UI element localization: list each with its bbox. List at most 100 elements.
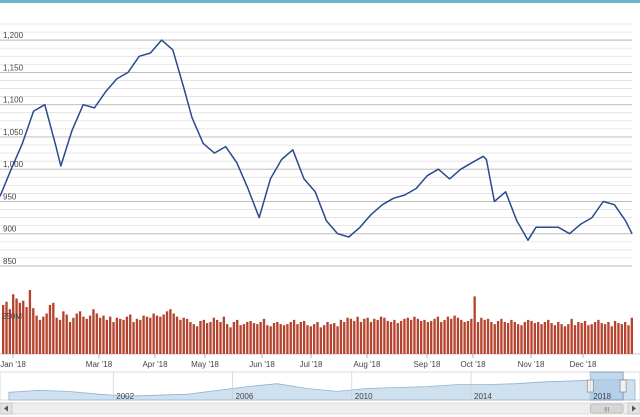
volume-bar: [222, 316, 226, 354]
volume-bar: [5, 301, 8, 354]
volume-series: [0, 290, 640, 355]
volume-bar: [45, 313, 48, 354]
volume-bar: [610, 326, 613, 354]
volume-bar: [189, 322, 192, 354]
scrollbar-grip: III: [604, 408, 609, 414]
scrollbar-track[interactable]: [0, 402, 640, 415]
volume-bar: [25, 307, 28, 354]
volume-bar: [506, 323, 510, 354]
volume-bar: [15, 298, 18, 354]
arrow-left-icon: [4, 405, 8, 412]
volume-bar: [359, 322, 363, 354]
volume-bar: [543, 322, 547, 354]
volume-bar: [212, 317, 216, 354]
volume-bar: [353, 320, 356, 354]
navigator-year-label: 2010: [355, 392, 373, 401]
volume-bar: [279, 324, 282, 354]
volume-bar: [266, 325, 269, 354]
price-point: [486, 159, 487, 160]
volume-bar: [373, 318, 376, 354]
volume-bar: [28, 290, 32, 354]
volume-bar: [58, 319, 62, 354]
volume-bar: [12, 294, 15, 354]
volume-bar: [590, 324, 593, 354]
price-point: [191, 117, 193, 118]
price-point: [60, 165, 62, 167]
volume-bar: [252, 323, 256, 354]
volume-bar: [152, 313, 155, 354]
volume-bar: [319, 327, 323, 354]
price-point: [314, 191, 316, 193]
volume-bar: [426, 322, 430, 354]
volume-bar: [349, 318, 353, 354]
volume-bar: [523, 322, 526, 354]
volume-bar: [580, 323, 583, 354]
price-point: [438, 168, 439, 170]
price-point: [393, 197, 394, 199]
price-point: [10, 168, 12, 170]
volume-bar: [587, 325, 590, 354]
volume-bar: [2, 304, 5, 354]
price-series: [0, 39, 633, 241]
navigator-axis: 2002 2006 2010 2014 2018: [112, 372, 612, 401]
volume-bar: [78, 311, 82, 354]
volume-bar: [376, 319, 379, 354]
volume-bar: [436, 316, 440, 354]
volume-bar: [95, 313, 98, 354]
volume-bar: [363, 318, 366, 354]
volume-bar: [540, 324, 543, 354]
volume-bar: [259, 322, 262, 354]
volume-bar: [139, 319, 142, 354]
volume-bar: [115, 317, 119, 354]
price-point: [494, 201, 495, 202]
volume-bar: [583, 320, 587, 354]
navigator[interactable]: [0, 371, 640, 401]
price-point: [55, 146, 57, 148]
volume-bar: [573, 325, 577, 354]
volume-bar: [55, 317, 58, 354]
price-point: [127, 72, 129, 73]
x-axis-label: May '18: [191, 360, 219, 369]
volume-bar: [185, 318, 189, 354]
volume-bar: [450, 318, 453, 354]
volume-bar: [309, 326, 312, 354]
volume-bar: [630, 317, 634, 354]
scrollbar[interactable]: III: [0, 402, 640, 415]
volume-bar: [600, 323, 603, 354]
price-point: [337, 233, 338, 235]
x-axis-label: Sep '18: [414, 360, 441, 369]
x-axis: Jan '18 Mar '18 Apr '18 May '18 Jun '18 Jul '…: [0, 354, 597, 369]
volume-bar: [216, 319, 219, 354]
scrollbar-thumb[interactable]: [589, 403, 624, 414]
volume-bar: [547, 319, 550, 354]
volume-bar: [175, 316, 179, 354]
volume-bar: [503, 322, 506, 354]
volume-bar: [453, 315, 456, 354]
volume-bar: [379, 316, 383, 354]
volume-bar: [456, 317, 460, 354]
volume-bar: [112, 322, 115, 354]
volume-bar: [463, 322, 466, 354]
volume-bar: [52, 302, 55, 354]
navigator-year-label: 2018: [593, 392, 611, 401]
volume-bar: [292, 319, 296, 354]
volume-bar: [613, 320, 617, 354]
volume-bar: [443, 319, 446, 354]
volume-bar: [68, 322, 72, 354]
volume-bar: [470, 318, 473, 354]
volume-bar: [406, 317, 409, 354]
volume-bar: [246, 322, 249, 354]
volume-bar: [396, 323, 399, 354]
navigator-handle[interactable]: [619, 379, 627, 393]
price-point: [94, 107, 95, 109]
volume-bar: [399, 320, 403, 354]
volume-bar: [403, 318, 406, 354]
price-point: [471, 162, 473, 164]
volume-bar: [226, 324, 229, 354]
volume-bar: [520, 325, 523, 354]
volume-bar: [416, 318, 419, 354]
volume-bar: [122, 319, 125, 354]
volume-bar: [343, 322, 346, 354]
price-point: [138, 55, 140, 57]
